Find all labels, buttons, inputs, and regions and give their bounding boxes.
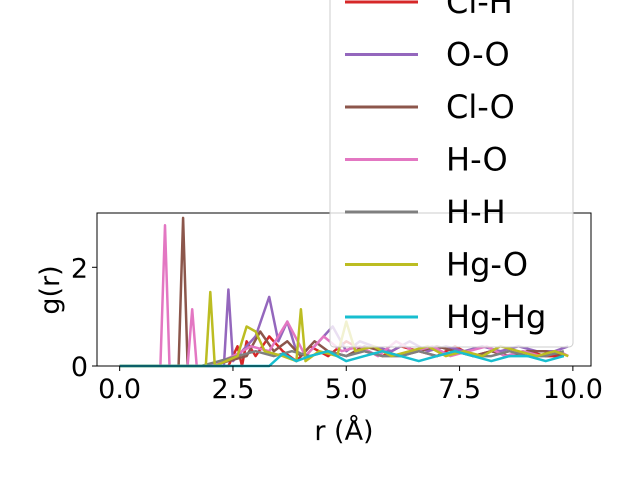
legend-label: O-O (446, 36, 510, 74)
x-axis-label: r (Å) (314, 415, 373, 447)
y-axis-label: g(r) (35, 265, 66, 314)
y-tick-label: 2 (71, 253, 88, 284)
legend-label: Hg-Hg (446, 298, 546, 336)
x-tick-label: 0.0 (98, 374, 141, 405)
legend-label: Cl-H (446, 0, 513, 21)
x-tick-label: 2.5 (211, 374, 254, 405)
legend-label: Hg-O (446, 246, 528, 284)
x-tick-label: 10.0 (543, 374, 603, 405)
legend-label: H-O (446, 141, 508, 179)
legend-label: Cl-O (446, 88, 515, 126)
x-axis: 0.0 2.5 5.0 7.5 10.0 (98, 366, 603, 405)
legend: Cl-H O-O Cl-O H-O H-H Hg-O Hg-Hg (329, 0, 574, 348)
y-tick-label: 0 (71, 352, 88, 383)
legend-box (329, 0, 574, 348)
x-tick-label: 7.5 (438, 374, 481, 405)
x-tick-label: 5.0 (325, 374, 368, 405)
series-line-hg-hg (119, 349, 565, 368)
legend-label: H-H (446, 193, 506, 231)
y-axis: 02 (71, 253, 97, 383)
